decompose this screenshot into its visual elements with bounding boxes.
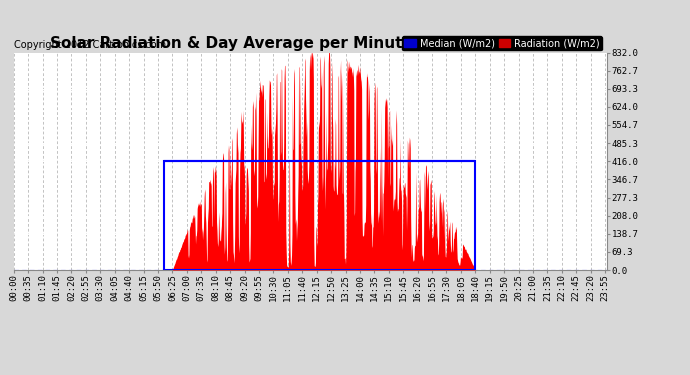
Bar (164, 161, 475, 270)
Text: Copyright 2012 Cartronics.com: Copyright 2012 Cartronics.com (14, 40, 166, 50)
Title: Solar Radiation & Day Average per Minute (Today) 20120912: Solar Radiation & Day Average per Minute… (50, 36, 571, 51)
Legend: Median (W/m2), Radiation (W/m2): Median (W/m2), Radiation (W/m2) (402, 36, 602, 51)
